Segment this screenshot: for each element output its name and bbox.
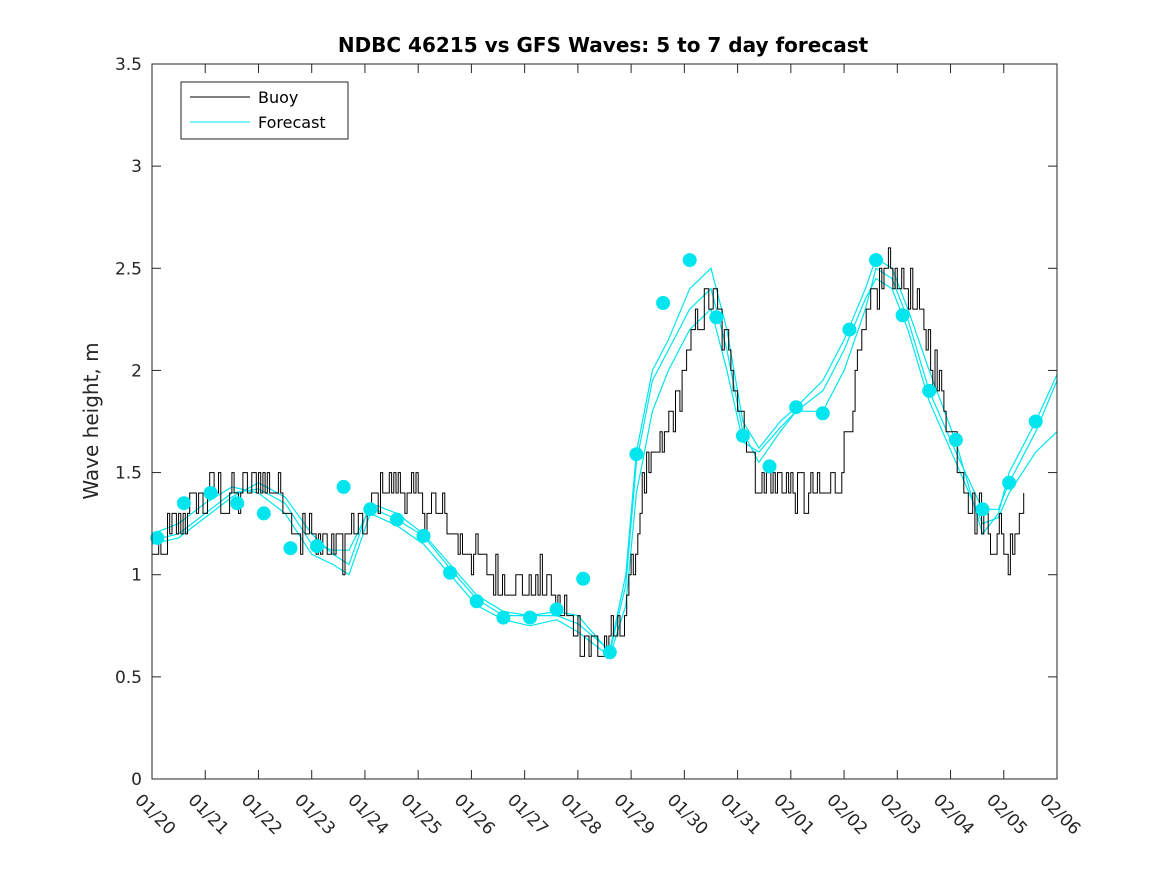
forecast-marker xyxy=(869,253,883,268)
forecast-marker xyxy=(203,486,218,500)
forecast-marker xyxy=(922,383,937,398)
y-tick-label: 0 xyxy=(131,770,142,790)
forecast-marker xyxy=(283,541,298,556)
forecast-marker xyxy=(842,322,857,337)
x-tick-label: 02/04 xyxy=(929,790,978,839)
forecast-marker xyxy=(948,432,963,447)
chart-title: NDBC 46215 vs GFS Waves: 5 to 7 day fore… xyxy=(338,33,869,57)
x-tick-label: 02/06 xyxy=(1035,790,1084,839)
y-tick-label: 1 xyxy=(131,566,142,586)
legend-box xyxy=(180,81,349,140)
y-tick-label: 3 xyxy=(131,157,142,177)
x-tick-label: 01/26 xyxy=(450,790,499,839)
forecast-marker xyxy=(310,539,324,554)
forecast-line-forecast-2 xyxy=(151,277,1058,658)
forecast-marker xyxy=(1002,475,1017,490)
forecast-marker xyxy=(789,400,804,415)
forecast-marker xyxy=(549,602,564,617)
forecast-marker xyxy=(895,308,910,323)
forecast-marker xyxy=(735,428,750,443)
x-tick-label: 01/27 xyxy=(503,790,552,839)
forecast-marker xyxy=(336,479,351,494)
buoy-line-group xyxy=(152,247,1025,657)
x-tick-label: 02/02 xyxy=(823,790,872,839)
forecast-marker xyxy=(256,506,271,521)
forecast-marker xyxy=(523,610,537,625)
forecast-marker xyxy=(363,502,378,517)
forecast-marker xyxy=(682,253,697,268)
x-tick-label: 02/03 xyxy=(876,790,925,839)
x-tick-label: 01/20 xyxy=(130,790,179,839)
y-tick-label: 0.5 xyxy=(115,668,142,688)
forecast-marker xyxy=(709,310,724,325)
y-axis-ticks: 0 0.5 1 1.5 2 2.5 3 3.5 xyxy=(115,55,1057,790)
x-tick-label: 01/22 xyxy=(237,790,286,839)
forecast-marker xyxy=(656,296,671,310)
forecast-markers xyxy=(150,253,1043,660)
legend: Buoy Forecast xyxy=(180,81,349,140)
x-tick-label: 01/30 xyxy=(663,790,712,839)
forecast-marker xyxy=(389,512,404,527)
forecast-marker xyxy=(576,571,591,586)
forecast-marker xyxy=(815,406,830,421)
x-tick-label: 01/25 xyxy=(397,790,446,839)
y-tick-label: 3.5 xyxy=(115,55,142,75)
x-tick-label: 01/21 xyxy=(184,790,233,839)
x-tick-label: 02/01 xyxy=(769,790,818,839)
forecast-marker xyxy=(230,496,245,511)
y-tick-label: 2 xyxy=(131,361,142,381)
x-tick-label: 01/29 xyxy=(610,790,659,839)
x-tick-label: 01/23 xyxy=(290,790,339,839)
legend-forecast-label: Forecast xyxy=(258,113,326,132)
forecast-marker xyxy=(150,530,165,545)
x-tick-label: 01/24 xyxy=(343,790,392,839)
y-axis-label: Wave height, m xyxy=(79,342,103,499)
forecast-marker xyxy=(762,459,777,474)
x-tick-label: 01/28 xyxy=(556,790,605,839)
buoy-line xyxy=(152,247,1025,657)
forecast-marker xyxy=(629,447,644,462)
forecast-marker xyxy=(469,594,484,609)
x-tick-label: 01/31 xyxy=(716,790,765,839)
plot-area xyxy=(152,64,1057,779)
forecast-marker xyxy=(176,496,191,511)
forecast-marker xyxy=(416,528,431,543)
legend-buoy-label: Buoy xyxy=(258,88,298,107)
forecast-marker xyxy=(1028,414,1043,429)
y-tick-label: 2.5 xyxy=(115,259,142,279)
forecast-marker xyxy=(975,502,990,517)
forecast-marker xyxy=(602,645,617,660)
forecast-marker xyxy=(496,610,511,625)
y-tick-label: 1.5 xyxy=(115,464,142,484)
x-tick-label: 02/05 xyxy=(982,790,1031,839)
forecast-marker xyxy=(443,565,458,580)
plot-frame xyxy=(151,63,1058,780)
